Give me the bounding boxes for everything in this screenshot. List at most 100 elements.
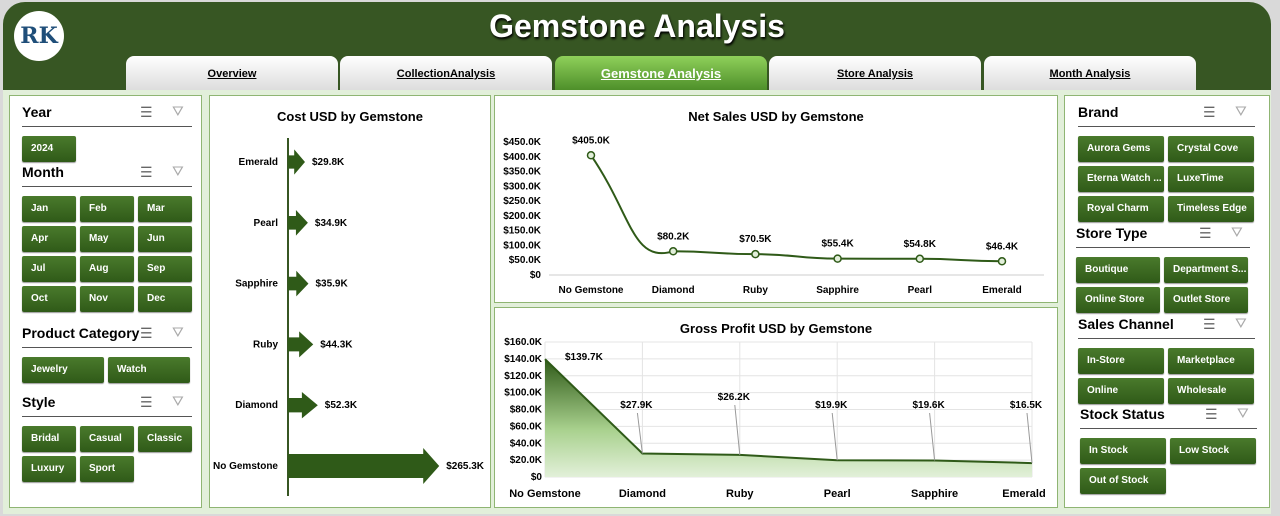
slicer-divider bbox=[1078, 338, 1255, 339]
slicer-item[interactable]: In Stock bbox=[1080, 438, 1166, 464]
slicer-item[interactable]: Jewelry bbox=[22, 357, 104, 383]
multi-select-icon[interactable]: ☰ bbox=[140, 104, 153, 120]
area bbox=[545, 359, 1032, 477]
x-tick-label: Emerald bbox=[1002, 488, 1045, 500]
left-slicer-panel: Year ☰ ⛛ 2024 Month ☰ ⛛ Jan Feb Mar Apr May Jun Jul Au… bbox=[9, 95, 202, 508]
slicer-item[interactable]: Online bbox=[1078, 378, 1164, 404]
clear-filter-icon[interactable]: ⛛ bbox=[1235, 103, 1247, 119]
bar bbox=[288, 331, 314, 358]
y-tick-label: $40.0K bbox=[510, 438, 543, 449]
slicer-item[interactable]: Eterna Watch ... bbox=[1078, 166, 1164, 192]
slicer-title: Brand bbox=[1078, 104, 1119, 120]
category-label: Emerald bbox=[239, 157, 278, 168]
slicer-item[interactable]: Online Store bbox=[1076, 287, 1160, 313]
slicer-item[interactable]: Jul bbox=[22, 256, 76, 282]
series-line bbox=[544, 358, 1033, 465]
tab-collectionanalysis[interactable]: CollectionAnalysis bbox=[340, 56, 552, 90]
category-label: Pearl bbox=[254, 218, 279, 229]
slicer-item[interactable]: Feb bbox=[80, 196, 134, 222]
slicer-item[interactable]: 2024 bbox=[22, 136, 76, 162]
slicer-item[interactable]: Oct bbox=[22, 286, 76, 312]
slicer-item[interactable]: In-Store bbox=[1078, 348, 1164, 374]
clear-filter-icon[interactable]: ⛛ bbox=[1235, 315, 1247, 331]
bar bbox=[288, 210, 308, 236]
slicer-divider bbox=[1076, 247, 1250, 248]
slicer-item[interactable]: Timeless Edge bbox=[1168, 196, 1254, 222]
tab-store-analysis[interactable]: Store Analysis bbox=[769, 56, 981, 90]
data-point bbox=[751, 249, 760, 259]
bar bbox=[288, 270, 309, 297]
slicer-item[interactable]: Jun bbox=[138, 226, 192, 252]
slicer-title: Year bbox=[22, 104, 52, 120]
data-label: $44.3K bbox=[320, 339, 353, 350]
slicer-item[interactable]: May bbox=[80, 226, 134, 252]
slicer-item[interactable]: Bridal bbox=[22, 426, 76, 452]
clear-filter-icon[interactable]: ⛛ bbox=[1231, 224, 1243, 240]
slicer-item[interactable]: Aug bbox=[80, 256, 134, 282]
slicer-divider bbox=[22, 186, 192, 187]
x-tick-label: Diamond bbox=[652, 285, 695, 296]
leader-line bbox=[636, 412, 643, 454]
tab-overview[interactable]: Overview bbox=[126, 56, 338, 90]
data-label: $54.8K bbox=[904, 239, 937, 250]
y-tick-label: $200.0K bbox=[503, 211, 542, 222]
category-label: Sapphire bbox=[235, 279, 278, 290]
y-tick-label: $100.0K bbox=[503, 240, 542, 251]
multi-select-icon[interactable]: ☰ bbox=[1203, 316, 1216, 332]
slicer-item[interactable]: Dec bbox=[138, 286, 192, 312]
slicer-divider bbox=[22, 416, 192, 417]
data-label: $405.0K bbox=[572, 135, 611, 146]
data-label: $46.4K bbox=[986, 241, 1019, 252]
slicer-item[interactable]: Sep bbox=[138, 256, 192, 282]
slicer-item[interactable]: Mar bbox=[138, 196, 192, 222]
clear-filter-icon[interactable]: ⛛ bbox=[172, 103, 184, 119]
x-tick-label: No Gemstone bbox=[558, 285, 623, 296]
tab-month-analysis[interactable]: Month Analysis bbox=[984, 56, 1196, 90]
slicer-item[interactable]: Out of Stock bbox=[1080, 468, 1166, 494]
y-tick-label: $80.0K bbox=[510, 405, 543, 416]
slicer-item[interactable]: Marketplace bbox=[1168, 348, 1254, 374]
clear-filter-icon[interactable]: ⛛ bbox=[1237, 405, 1249, 421]
slicer-title: Month bbox=[22, 164, 64, 180]
x-tick-label: Sapphire bbox=[816, 285, 859, 296]
slicer-item[interactable]: Low Stock bbox=[1170, 438, 1256, 464]
slicer-item[interactable]: Casual bbox=[80, 426, 134, 452]
slicer-item[interactable]: LuxeTime bbox=[1168, 166, 1254, 192]
clear-filter-icon[interactable]: ⛛ bbox=[172, 393, 184, 409]
x-tick-label: Ruby bbox=[726, 488, 754, 500]
slicer-item[interactable]: Boutique bbox=[1076, 257, 1160, 283]
slicer-item[interactable]: Apr bbox=[22, 226, 76, 252]
slicer-item[interactable]: Watch bbox=[108, 357, 190, 383]
multi-select-icon[interactable]: ☰ bbox=[140, 164, 153, 180]
multi-select-icon[interactable]: ☰ bbox=[1199, 225, 1212, 241]
chart-title: Cost USD by Gemstone bbox=[277, 109, 423, 124]
slicer-item[interactable]: Sport bbox=[80, 456, 134, 482]
x-tick-label: Pearl bbox=[908, 285, 933, 296]
slicer-item[interactable]: Wholesale bbox=[1168, 378, 1254, 404]
data-label: $55.4K bbox=[821, 239, 854, 250]
slicer-item[interactable]: Department S... bbox=[1164, 257, 1248, 283]
slicer-item[interactable]: Luxury bbox=[22, 456, 76, 482]
multi-select-icon[interactable]: ☰ bbox=[140, 325, 153, 341]
slicer-item[interactable]: Crystal Cove bbox=[1168, 136, 1254, 162]
multi-select-icon[interactable]: ☰ bbox=[1205, 406, 1218, 422]
x-tick-label: Emerald bbox=[982, 285, 1021, 296]
tab-gemstone-analysis[interactable]: Gemstone Analysis bbox=[555, 56, 767, 90]
slicer-item[interactable]: Nov bbox=[80, 286, 134, 312]
slicer-item[interactable]: Royal Charm bbox=[1078, 196, 1164, 222]
y-tick-label: $120.0K bbox=[504, 371, 543, 382]
x-tick-label: Diamond bbox=[619, 488, 666, 500]
slicer-item[interactable]: Aurora Gems bbox=[1078, 136, 1164, 162]
slicer-item[interactable]: Jan bbox=[22, 196, 76, 222]
clear-filter-icon[interactable]: ⛛ bbox=[172, 324, 184, 340]
category-label: Ruby bbox=[253, 339, 278, 350]
y-tick-label: $100.0K bbox=[504, 388, 543, 399]
slicer-item[interactable]: Classic bbox=[138, 426, 192, 452]
slicer-title: Stock Status bbox=[1080, 406, 1165, 422]
slicer-item[interactable]: Outlet Store bbox=[1164, 287, 1248, 313]
clear-filter-icon[interactable]: ⛛ bbox=[172, 163, 184, 179]
slicer-divider bbox=[22, 126, 192, 127]
multi-select-icon[interactable]: ☰ bbox=[140, 394, 153, 410]
y-tick-label: $250.0K bbox=[503, 196, 542, 207]
multi-select-icon[interactable]: ☰ bbox=[1203, 104, 1216, 120]
